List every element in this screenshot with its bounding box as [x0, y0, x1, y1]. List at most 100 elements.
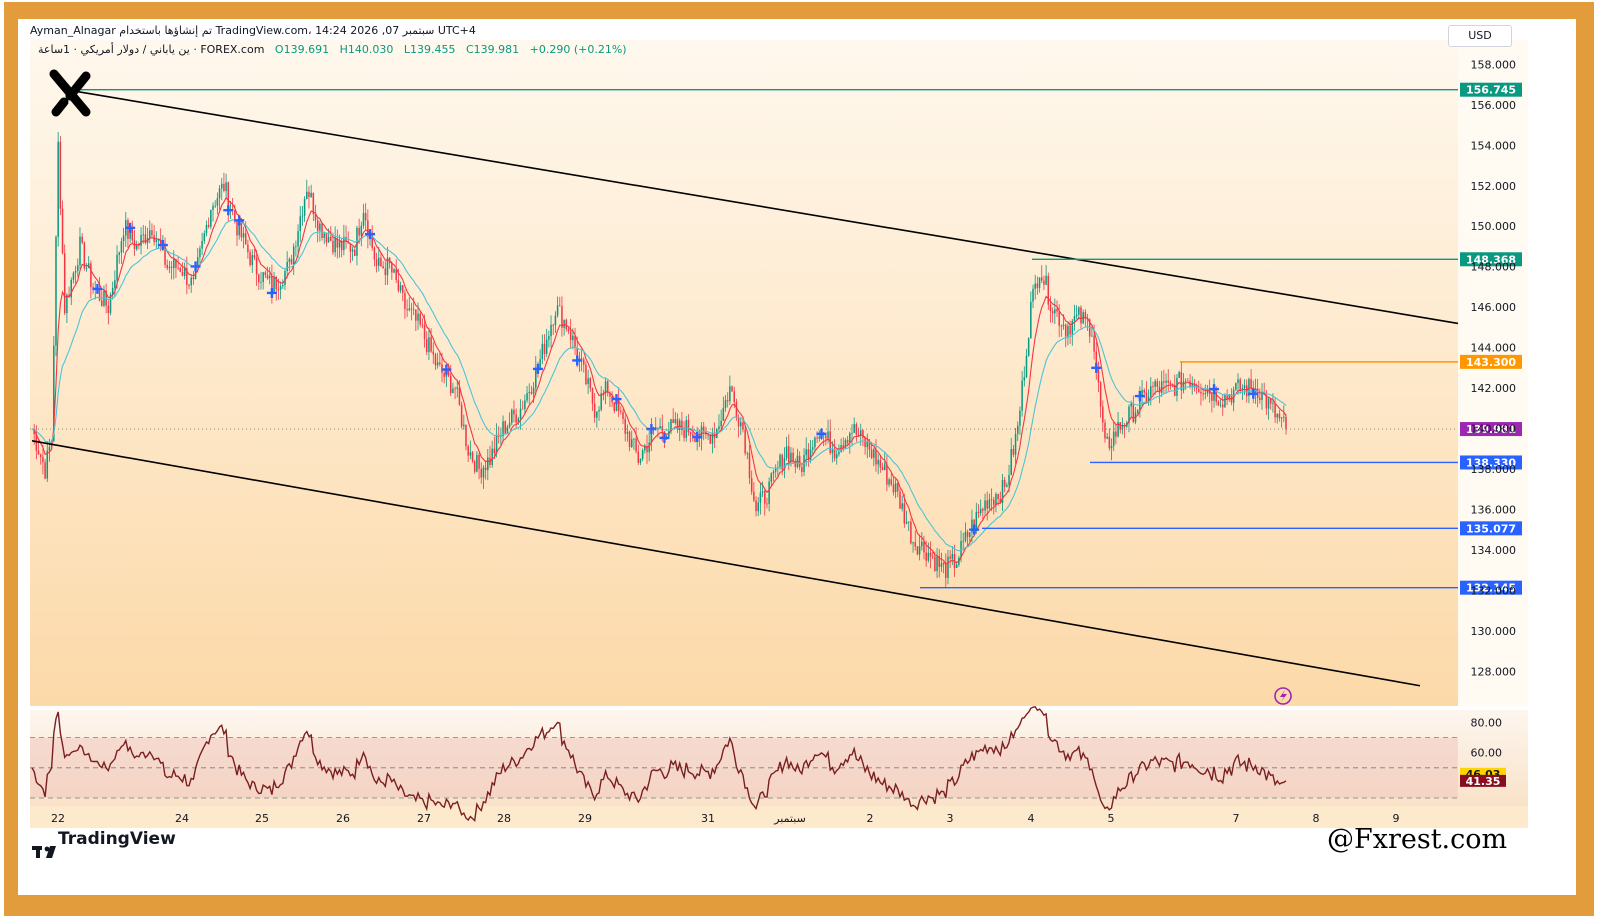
candle-body [1049, 304, 1052, 312]
candle-body [1014, 433, 1017, 455]
candle-body [1176, 377, 1178, 396]
candle-body [1202, 393, 1204, 395]
candle-body [251, 255, 254, 265]
candle-body [1110, 446, 1113, 449]
candle-body [447, 369, 450, 376]
candle-body [491, 448, 493, 465]
candle-body [899, 491, 901, 509]
candle-body [380, 257, 382, 267]
candle-body [700, 426, 703, 439]
candle-body [292, 246, 295, 265]
time-tick-label: 28 [497, 812, 511, 825]
candle-body [931, 556, 934, 558]
candle-body [469, 452, 472, 456]
candle-body [807, 449, 810, 460]
candle-body [814, 437, 816, 448]
currency-button[interactable]: USD [1448, 25, 1512, 47]
candle-body [114, 280, 116, 288]
candle-body [689, 432, 692, 435]
time-tick-label: 3 [947, 812, 954, 825]
time-tick-label: 31 [701, 812, 715, 825]
candle-body [999, 499, 1002, 503]
candle-body [580, 358, 583, 360]
candle-body [194, 266, 197, 279]
candle-body [977, 511, 980, 514]
candle-body [373, 247, 376, 260]
candle-body [332, 240, 334, 253]
level-label-bg [1460, 252, 1522, 267]
candle-body [371, 234, 373, 248]
candle-body [1132, 403, 1135, 423]
plus-marker [365, 229, 376, 240]
candle-body [1152, 386, 1154, 387]
candle-body [135, 244, 138, 249]
candle-body [1106, 436, 1108, 439]
candle-body [609, 393, 611, 397]
candle-body [415, 309, 417, 321]
candle-body [177, 267, 179, 269]
level-label: 132.145 [1466, 582, 1516, 595]
candle-body [707, 434, 709, 436]
candle-body [641, 450, 644, 459]
candle-body [314, 214, 317, 221]
candle-body [33, 428, 35, 435]
time-tick-label: 7 [1233, 812, 1240, 825]
candle-body [1219, 404, 1222, 406]
candle-body [1016, 425, 1019, 434]
candle-body [718, 426, 720, 430]
candle-body [1045, 275, 1047, 285]
candle-body [1060, 325, 1063, 327]
candle-body [1019, 410, 1021, 426]
candle-body [1025, 355, 1028, 377]
candles-group [33, 131, 1287, 589]
candle-body [290, 259, 293, 265]
candle-body [408, 308, 411, 311]
plus-marker [1091, 362, 1102, 373]
candle-body [949, 556, 951, 559]
candle-body [1102, 406, 1104, 423]
candle-body [687, 420, 690, 433]
candle-body [805, 449, 807, 455]
candle-body [855, 424, 858, 435]
candle-body [550, 324, 552, 337]
candle-body [1139, 396, 1141, 411]
time-tick-label: 9 [1393, 812, 1400, 825]
candle-body [964, 531, 967, 541]
candle-body [654, 427, 657, 429]
candle-body [567, 328, 570, 331]
candle-body [785, 446, 788, 459]
symbol-title[interactable]: ين ياباني / دولار أمريكي · 1ساعة · FOREX… [38, 43, 265, 56]
candle-body [44, 462, 46, 479]
candle-body [480, 468, 483, 478]
candle-body [188, 285, 190, 286]
price-axis: 158.000 156.000 154.000 152.000 150.000 148.0… [1471, 58, 1517, 678]
lightning-icon[interactable] [1274, 687, 1292, 705]
level-label-bg [1460, 354, 1522, 369]
candle-body [1069, 325, 1071, 335]
candle-body [532, 387, 535, 394]
candle-body [268, 276, 271, 279]
candle-body [212, 205, 214, 210]
candle-body [1272, 403, 1274, 404]
candle-body [1276, 413, 1279, 418]
candle-body [465, 424, 467, 447]
plus-marker [611, 394, 622, 405]
plus-marker [532, 363, 543, 374]
candle-body [883, 464, 886, 471]
candle-body [203, 233, 206, 241]
candle-body [308, 191, 310, 198]
level-label: 148.368 [1466, 253, 1516, 266]
candle-body [879, 459, 882, 468]
candle-body [1088, 319, 1091, 337]
price-tick-label: 132.000 [1471, 585, 1517, 598]
candle-body [1213, 389, 1215, 401]
candle-body [761, 491, 764, 493]
level-label-bg [1460, 580, 1522, 595]
candle-body [175, 259, 177, 268]
candle-body [273, 277, 275, 293]
candle-body [1237, 379, 1239, 384]
candle-body [986, 500, 988, 509]
candle-body [1204, 393, 1207, 395]
main-pane-bg [30, 40, 1528, 706]
